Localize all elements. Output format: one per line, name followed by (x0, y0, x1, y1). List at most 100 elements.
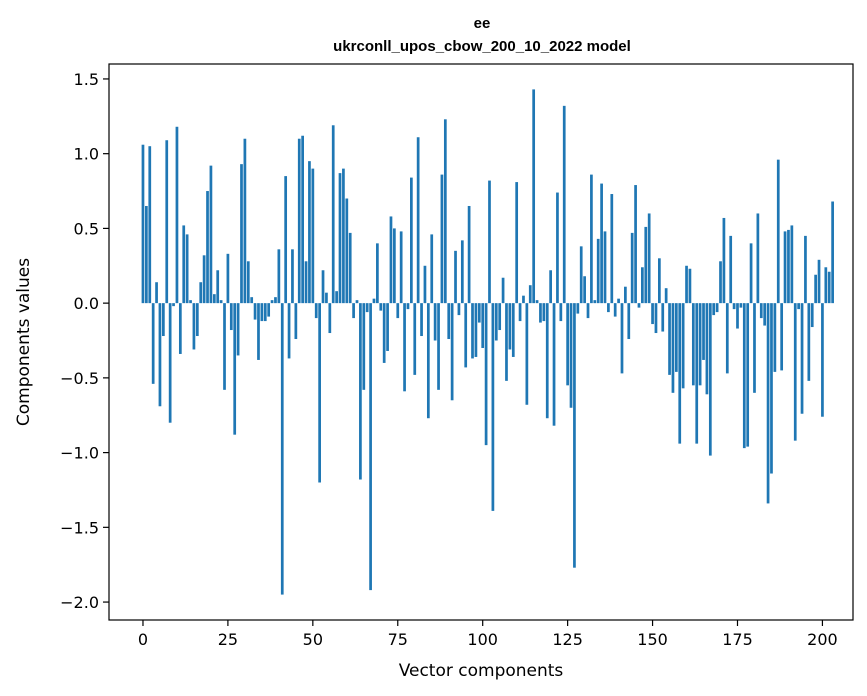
bar (280, 303, 284, 595)
bar (233, 303, 237, 435)
bar (331, 125, 335, 304)
bar (739, 303, 743, 308)
bar (539, 303, 542, 323)
bar (593, 300, 597, 304)
bar (549, 270, 552, 304)
bar (759, 303, 763, 319)
bar (216, 270, 220, 304)
x-tick-label: 175 (722, 630, 753, 649)
bar (182, 225, 186, 304)
bar (464, 303, 468, 368)
bar (396, 303, 400, 319)
x-tick-label: 0 (138, 630, 148, 649)
bar (178, 303, 182, 354)
bar (532, 89, 536, 304)
bar (518, 303, 522, 322)
bar (522, 295, 525, 304)
bar (603, 231, 607, 304)
bar (685, 265, 688, 304)
bar (573, 303, 576, 568)
bar (787, 229, 790, 304)
bar (620, 303, 624, 374)
bar (661, 303, 665, 332)
bar (229, 303, 233, 331)
bar (267, 303, 271, 317)
bar (168, 303, 172, 423)
bar (209, 165, 213, 304)
bar (477, 303, 481, 323)
bar (590, 174, 593, 304)
y-tick-label: 0.5 (74, 219, 99, 238)
bar (651, 303, 654, 325)
bar (301, 135, 304, 304)
y-tick-label: −1.0 (60, 444, 99, 463)
bar (155, 282, 158, 304)
bar (410, 177, 413, 304)
bar (162, 303, 165, 337)
bar (695, 303, 699, 444)
bar (678, 303, 682, 444)
bar (508, 303, 512, 350)
bar (420, 303, 423, 337)
bar (212, 294, 216, 304)
bar (647, 213, 651, 304)
bar (253, 303, 257, 320)
bar (763, 303, 767, 326)
bar (753, 303, 756, 393)
bar (263, 303, 267, 322)
bar (240, 164, 243, 304)
bar (664, 288, 668, 304)
y-tick-label: 1.5 (74, 70, 99, 89)
bar (712, 303, 716, 316)
bar (318, 303, 321, 483)
bar (627, 303, 631, 340)
bar (206, 191, 209, 304)
bar (607, 303, 610, 313)
bar (804, 235, 807, 304)
bar (793, 303, 797, 441)
bar (376, 243, 379, 304)
bar (250, 297, 254, 304)
bar (457, 303, 461, 316)
bar (151, 303, 155, 384)
bar (277, 249, 281, 304)
bar (270, 300, 274, 304)
bar (491, 303, 495, 511)
bar (202, 255, 206, 304)
bar (219, 300, 223, 304)
bar (416, 137, 420, 304)
bar (443, 119, 447, 304)
bar (528, 285, 532, 304)
bar (145, 205, 148, 304)
bar (382, 303, 386, 363)
bar (790, 225, 794, 304)
bar (426, 303, 430, 419)
bar (192, 303, 196, 350)
bar (746, 303, 750, 447)
bar (274, 297, 277, 304)
bar (691, 303, 695, 386)
bar (226, 253, 230, 304)
bar (681, 303, 685, 389)
bar (195, 303, 199, 337)
bar (172, 303, 175, 307)
bar (719, 261, 722, 304)
bar (501, 277, 505, 304)
bar (328, 303, 332, 334)
bar (311, 168, 315, 304)
bar (348, 232, 352, 304)
bar (671, 303, 675, 393)
y-axis-label: Components values (14, 258, 34, 426)
bar (654, 303, 658, 334)
bar (773, 303, 777, 372)
bar (158, 303, 162, 407)
x-tick-label: 125 (552, 630, 583, 649)
bar (515, 182, 519, 304)
bar (481, 303, 485, 348)
bar (393, 228, 396, 304)
bar (637, 303, 641, 308)
bar (658, 258, 661, 304)
y-axis-ticks: −2.0 −1.5 −1.0 −0.5 0.0 0.5 1.0 1.5 (60, 70, 109, 612)
x-tick-label: 50 (303, 630, 323, 649)
